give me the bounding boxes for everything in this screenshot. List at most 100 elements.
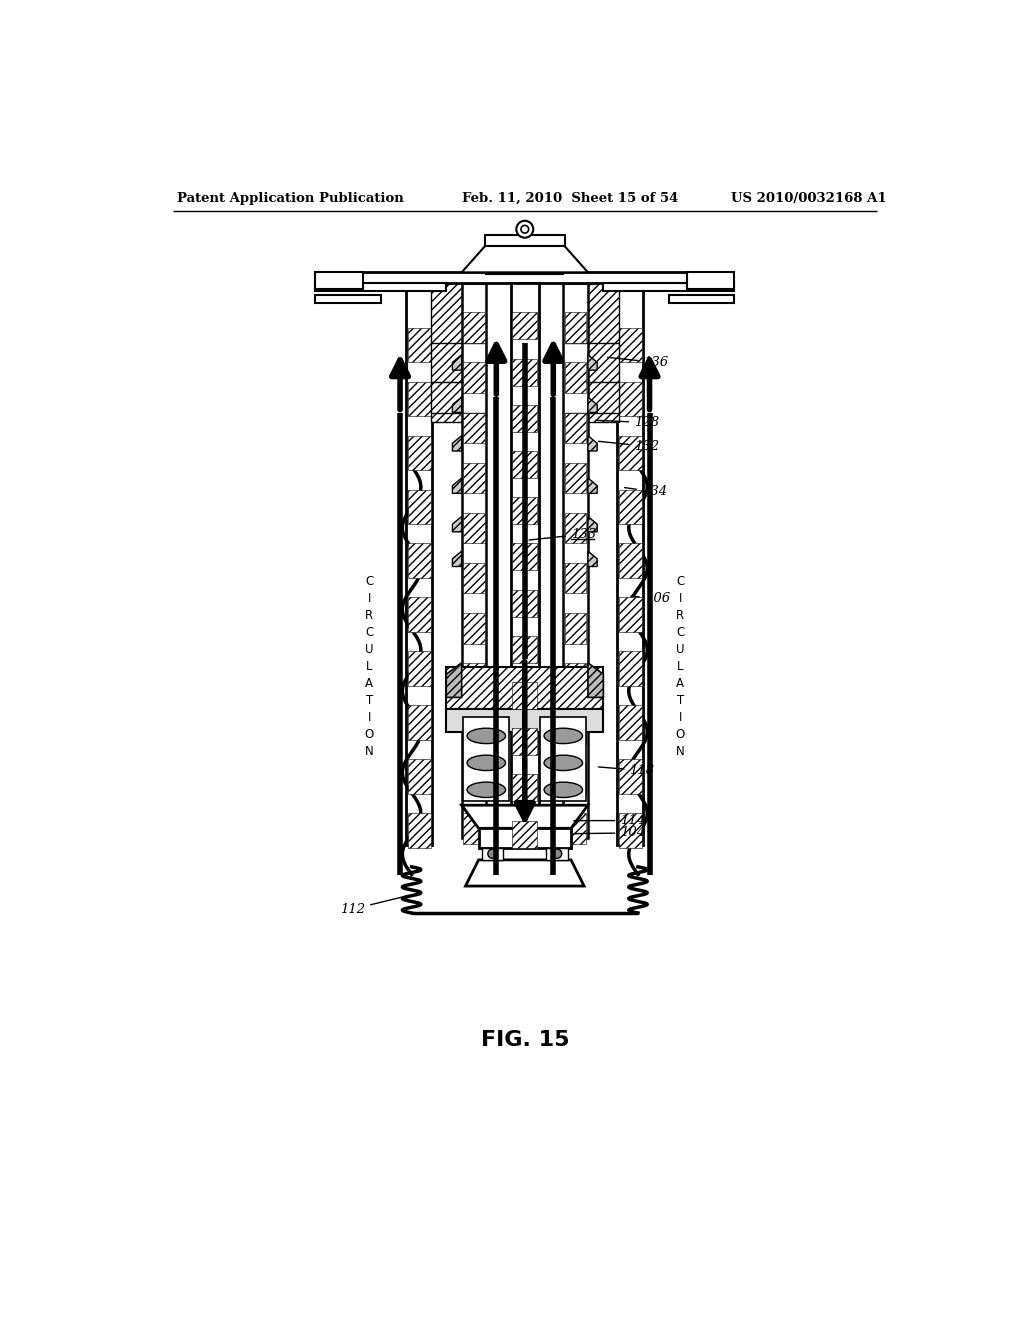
Bar <box>603 284 734 290</box>
Bar <box>431 284 484 422</box>
Text: Patent Application Publication: Patent Application Publication <box>177 191 403 205</box>
Polygon shape <box>588 516 597 532</box>
Bar <box>618 813 642 847</box>
Text: US 2010/0032168 A1: US 2010/0032168 A1 <box>731 191 887 205</box>
Polygon shape <box>588 397 597 412</box>
Bar <box>463 363 484 393</box>
Bar <box>565 462 587 494</box>
Bar <box>463 813 484 843</box>
Text: FIG. 15: FIG. 15 <box>480 1030 569 1049</box>
Bar <box>618 544 642 578</box>
Bar <box>618 597 642 632</box>
Bar <box>315 272 364 289</box>
Bar <box>446 709 603 733</box>
Bar <box>408 381 431 416</box>
Text: 112: 112 <box>340 896 403 916</box>
Text: 132: 132 <box>598 440 659 453</box>
Circle shape <box>521 226 528 234</box>
Bar <box>618 490 642 524</box>
Ellipse shape <box>467 729 506 743</box>
Bar <box>565 713 587 743</box>
Polygon shape <box>588 436 597 451</box>
Text: 118: 118 <box>598 764 654 777</box>
Polygon shape <box>588 663 603 697</box>
Ellipse shape <box>544 781 583 797</box>
Bar <box>408 327 431 363</box>
Bar <box>463 512 484 544</box>
Bar <box>547 847 568 859</box>
Bar <box>541 717 587 801</box>
Polygon shape <box>446 663 462 697</box>
Bar <box>512 775 538 801</box>
Bar <box>481 847 503 859</box>
Bar <box>618 705 642 739</box>
Bar <box>463 717 509 801</box>
Bar <box>512 682 538 709</box>
Bar <box>512 729 538 755</box>
Bar <box>463 412 484 444</box>
Bar <box>315 284 446 290</box>
Bar <box>463 663 484 693</box>
Bar <box>463 612 484 644</box>
Bar <box>512 498 538 524</box>
Bar <box>617 284 643 845</box>
Bar <box>618 381 642 416</box>
Bar <box>407 284 432 845</box>
Bar <box>565 562 587 594</box>
Text: 136: 136 <box>607 356 669 370</box>
Bar <box>408 490 431 524</box>
Text: 133: 133 <box>529 528 596 541</box>
Polygon shape <box>462 805 588 829</box>
Bar <box>512 313 538 339</box>
Bar <box>463 713 484 743</box>
Polygon shape <box>462 244 588 272</box>
Bar <box>512 821 538 847</box>
Bar <box>315 296 381 304</box>
Bar <box>565 612 587 644</box>
Bar <box>408 597 431 632</box>
Bar <box>463 562 484 594</box>
Polygon shape <box>466 859 584 886</box>
Bar <box>512 544 538 570</box>
Text: Feb. 11, 2010  Sheet 15 of 54: Feb. 11, 2010 Sheet 15 of 54 <box>462 191 678 205</box>
Bar <box>357 272 692 284</box>
Ellipse shape <box>467 755 506 771</box>
Ellipse shape <box>467 781 506 797</box>
Circle shape <box>516 220 534 238</box>
Text: 114: 114 <box>573 814 645 828</box>
Ellipse shape <box>544 729 583 743</box>
Text: 134: 134 <box>625 486 667 499</box>
Bar <box>478 829 571 847</box>
Text: C
I
R
C
U
L
A
T
I
O
N: C I R C U L A T I O N <box>676 576 685 758</box>
Ellipse shape <box>544 755 583 771</box>
Bar <box>408 813 431 847</box>
Bar <box>565 813 587 843</box>
Bar <box>565 313 587 343</box>
Bar <box>565 363 587 393</box>
Polygon shape <box>588 552 597 566</box>
Circle shape <box>553 849 562 858</box>
Bar <box>512 451 538 478</box>
Bar <box>669 296 734 304</box>
Bar <box>618 436 642 470</box>
Bar <box>618 651 642 686</box>
Text: 128: 128 <box>595 416 659 429</box>
Bar <box>512 359 538 385</box>
Bar <box>408 436 431 470</box>
Polygon shape <box>453 436 462 451</box>
Bar <box>463 313 484 343</box>
Bar <box>511 284 539 838</box>
Text: 104: 104 <box>573 826 645 840</box>
Text: C
I
R
C
U
L
A
T
I
O
N: C I R C U L A T I O N <box>365 576 374 758</box>
Bar <box>565 763 587 793</box>
Bar <box>512 405 538 432</box>
Polygon shape <box>453 478 462 494</box>
Bar <box>512 636 538 663</box>
Bar <box>462 284 486 838</box>
Bar <box>565 412 587 444</box>
Bar <box>565 663 587 693</box>
Bar <box>686 272 734 289</box>
Bar <box>618 327 642 363</box>
Polygon shape <box>588 355 597 370</box>
Text: 106: 106 <box>631 593 670 606</box>
